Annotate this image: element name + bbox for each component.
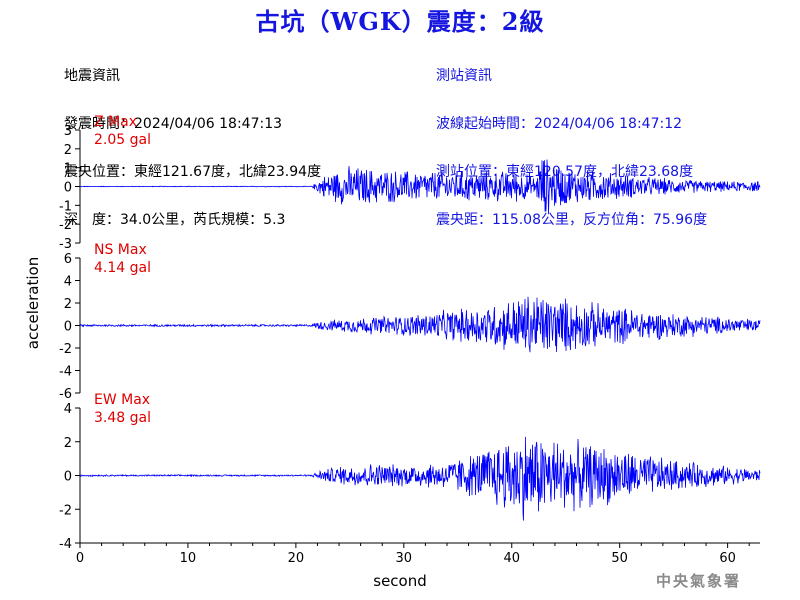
y-tick-label: 2 [64,297,72,312]
station-distance: 震央距：115.08公里，反方位角：75.96度 [436,212,708,228]
y-tick-label: -3 [59,237,72,252]
y-tick-label: 0 [64,470,72,485]
panel-max-label: 2.05 gal [94,132,151,148]
y-tick-label: -2 [59,342,72,357]
x-axis-title: second [373,572,427,590]
panel-component-label: NS Max [94,242,147,258]
x-tick-label: 40 [503,551,520,566]
y-tick-label: -4 [59,365,72,380]
x-tick-label: 50 [611,551,628,566]
quake-info-heading: 地震資訊 [64,68,120,84]
station-info-heading: 測站資訊 [436,68,492,84]
waveform-trace [80,159,761,215]
y-tick-label: 3 [64,124,72,139]
x-tick-label: 0 [76,551,84,566]
panel-component-label: Z Max [94,114,137,130]
y-tick-label: -2 [59,503,72,518]
y-tick-label: 6 [64,252,72,267]
y-tick-label: -4 [59,537,72,552]
y-tick-label: 2 [64,143,72,158]
y-tick-label: 0 [64,181,72,196]
panel-component-label: EW Max [94,392,150,408]
quake-info-block: 地震資訊 發震時間：2024/04/06 18:47:13 震央位置：東經121… [64,36,321,244]
y-tick-label: 2 [64,436,72,451]
x-tick-label: 10 [180,551,197,566]
quake-depth-magnitude: 深 度：34.0公里，芮氏規模：5.3 [64,212,286,228]
panel-max-label: 3.48 gal [94,410,151,426]
panel-max-label: 4.14 gal [94,260,151,276]
waveform-trace [79,436,761,521]
y-axis-title: acceleration [24,257,42,349]
y-tick-label: -6 [59,387,72,402]
y-tick-label: 0 [64,320,72,335]
y-tick-label: 4 [64,275,72,290]
station-location: 測站位置：東經120.57度，北緯23.68度 [436,164,694,180]
agency-credit: 中央氣象署 [656,572,742,590]
station-start-time: 波線起始時間：2024/04/06 18:47:12 [436,116,683,132]
x-tick-label: 60 [719,551,736,566]
y-tick-label: -2 [59,218,72,233]
x-tick-label: 20 [288,551,305,566]
station-info-block: 測站資訊 波線起始時間：2024/04/06 18:47:12 測站位置：東經1… [436,36,707,244]
quake-epicenter: 震央位置：東經121.67度，北緯23.94度 [64,164,322,180]
chart-title: 古坑（WGK）震度：2級 [255,7,545,36]
x-tick-label: 30 [396,551,413,566]
waveform-trace [79,296,761,353]
quake-origin-time: 發震時間：2024/04/06 18:47:13 [64,116,283,132]
y-tick-label: -1 [59,199,72,214]
y-tick-label: 4 [64,402,72,417]
y-tick-label: 1 [64,162,72,177]
